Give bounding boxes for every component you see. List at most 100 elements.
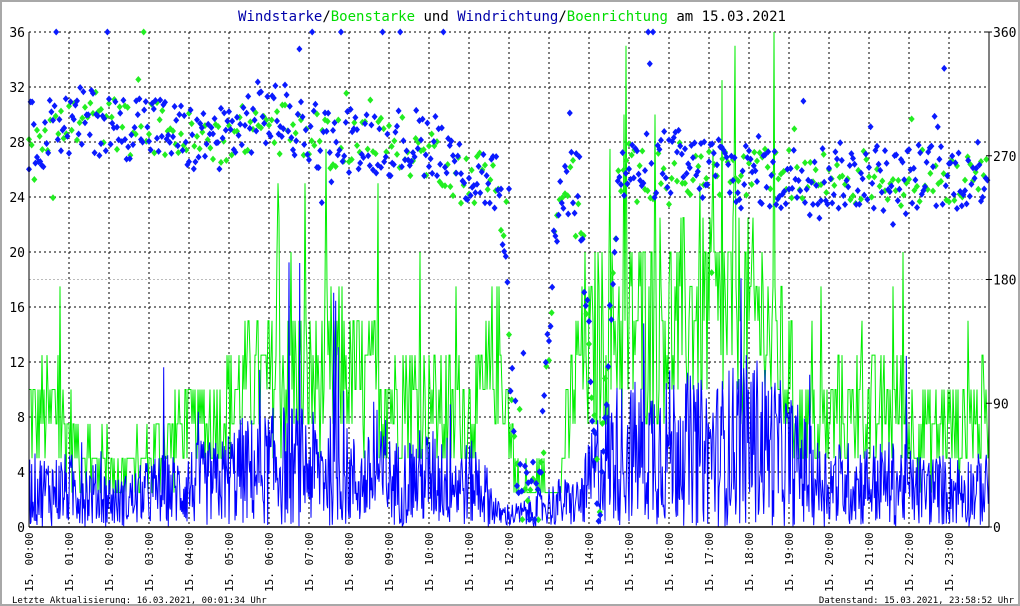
wind-direction-point [667, 189, 674, 197]
wind-direction-point [243, 109, 250, 117]
x-tick-label: 15. 13:00 [543, 532, 556, 592]
wind-direction-point [701, 138, 708, 146]
wind-direction-point [882, 147, 888, 155]
wind-direction-point [528, 477, 535, 485]
gust-direction-point [394, 150, 400, 158]
gust-direction-point [268, 116, 275, 124]
gust-direction-point [764, 163, 771, 171]
wind-direction-point [610, 280, 616, 288]
gust-direction-point [668, 174, 675, 182]
wind-direction-point [830, 191, 837, 199]
wind-direction-point [382, 153, 389, 161]
gust-direction-point [351, 119, 358, 127]
wind-direction-point [430, 137, 437, 145]
wind-direction-point [411, 153, 418, 161]
wind-direction-point [315, 164, 322, 172]
gust-direction-point [890, 175, 896, 183]
wind-direction-point [630, 174, 637, 182]
wind-direction-point [906, 146, 912, 154]
wind-direction-point [770, 158, 776, 166]
gust-direction-point [898, 202, 904, 210]
wind-direction-point [837, 139, 844, 147]
grid [29, 31, 989, 527]
wind-direction-point [568, 148, 575, 156]
wind-direction-point [696, 185, 703, 193]
wind-direction-point [730, 176, 736, 184]
gust-direction-point [866, 173, 872, 181]
gust-direction-point [586, 340, 592, 348]
wind-direction-point [778, 204, 784, 212]
wind-direction-point [274, 117, 280, 125]
wind-direction-point [616, 173, 623, 181]
wind-direction-point [755, 132, 762, 140]
wind-direction-point [299, 113, 306, 121]
wind-direction-point [600, 447, 607, 455]
gust-direction-point [468, 166, 475, 174]
x-tick-label: 15. 18:00 [743, 532, 756, 592]
gust-direction-point [535, 516, 542, 524]
wind-direction-point [437, 160, 444, 168]
wind-direction-point [838, 156, 845, 164]
wind-direction-point [603, 401, 610, 409]
wind-direction-point [877, 166, 884, 174]
gust-direction-point [674, 177, 680, 185]
title-part: / [322, 9, 330, 25]
wind-direction-point [690, 154, 696, 162]
gust-direction-point [666, 200, 672, 208]
wind-direction-point [771, 147, 778, 155]
wind-direction-point [550, 227, 557, 235]
wind-direction-point [502, 252, 509, 260]
y-tick-label-left: 32 [9, 81, 25, 96]
x-tick-label: 15. 19:00 [783, 532, 796, 592]
wind-direction-point [134, 111, 141, 119]
gust-direction-point [658, 180, 664, 188]
wind-direction-point [952, 159, 959, 167]
wind-direction-point [587, 378, 594, 386]
wind-direction-point [586, 317, 592, 325]
wind-direction-point [712, 172, 719, 180]
wind-direction-point [861, 191, 868, 199]
wind-direction-point [278, 133, 285, 141]
wind-direction-point [723, 153, 730, 161]
wind-direction-point [262, 139, 269, 147]
gust-direction-point [868, 193, 875, 201]
wind-direction-point [443, 169, 450, 177]
gust-direction-point [31, 176, 38, 184]
wind-direction-point [530, 458, 536, 466]
gust-direction-point [884, 195, 891, 203]
wind-direction-point [91, 149, 98, 157]
wind-direction-point [560, 204, 567, 212]
gust-direction-point [258, 124, 264, 132]
gust-direction-point [735, 177, 742, 185]
wind-direction-point [408, 157, 415, 165]
wind-direction-point [758, 200, 765, 208]
gust-direction-point [196, 145, 203, 153]
wind-direction-point [397, 28, 404, 36]
wind-direction-point [346, 168, 352, 176]
wind-direction-point [624, 180, 631, 188]
wind-direction-point [670, 134, 677, 142]
wind-direction-point [427, 155, 434, 163]
wind-direction-point [826, 164, 832, 172]
gust-direction-point [119, 123, 126, 131]
wind-direction-point [768, 171, 775, 179]
gust-direction-point [975, 185, 982, 193]
gust-direction-point [820, 150, 827, 158]
gust-direction-point [484, 185, 491, 193]
gust-direction-point [775, 175, 782, 183]
wind-direction-point [235, 131, 242, 139]
gust-direction-point [431, 142, 438, 150]
gust-direction-point [282, 101, 288, 109]
gust-direction-point [610, 269, 616, 277]
wind-direction-point [107, 140, 114, 148]
wind-direction-point [834, 155, 840, 163]
wind-direction-point [450, 152, 456, 160]
wind-direction-point [227, 125, 234, 133]
wind-direction-point [821, 178, 828, 186]
wind-direction-point [606, 301, 613, 309]
gust-direction-point [378, 114, 384, 122]
wind-direction-point [464, 196, 471, 204]
wind-direction-point [950, 190, 957, 198]
y-tick-label-right: 270 [993, 150, 1016, 165]
wind-direction-point [40, 163, 47, 171]
